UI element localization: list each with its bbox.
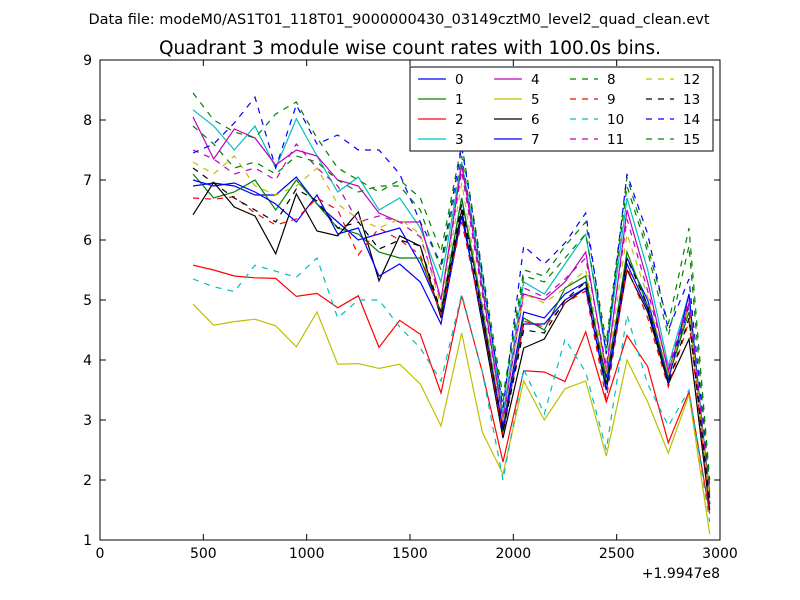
y-tick-label: 1 <box>83 533 92 549</box>
y-tick-label: 5 <box>83 293 92 309</box>
series-line-3 <box>192 109 711 499</box>
legend-label-13: 13 <box>683 92 700 108</box>
legend-label-8: 8 <box>607 72 616 88</box>
series-line-9 <box>192 196 711 508</box>
series-line-10 <box>192 256 711 523</box>
y-tick-label: 3 <box>83 413 92 429</box>
legend-label-2: 2 <box>455 112 464 128</box>
legend-label-9: 9 <box>607 92 616 108</box>
legend-label-1: 1 <box>455 92 464 108</box>
y-tick-label: 8 <box>83 113 92 129</box>
x-tick-label: 500 <box>190 546 217 562</box>
legend-label-11: 11 <box>607 132 624 148</box>
series-line-4 <box>192 116 711 499</box>
x-tick-label: 2500 <box>599 546 635 562</box>
series-line-14 <box>192 95 711 487</box>
x-tick-label: 2000 <box>496 546 532 562</box>
x-tick-label: 3000 <box>702 546 738 562</box>
x-tick-label: 1500 <box>392 546 428 562</box>
legend-label-15: 15 <box>683 132 700 148</box>
series-line-2 <box>192 264 711 514</box>
series-line-12 <box>192 155 711 502</box>
y-tick-label: 2 <box>83 473 92 489</box>
legend-label-10: 10 <box>607 112 624 128</box>
plot-frame <box>99 59 721 541</box>
chart-title: Quadrant 3 module wise count rates with … <box>159 38 661 59</box>
x-tick-label: 0 <box>96 546 105 562</box>
data-file-label: Data file: modeM0/AS1T01_118T01_90000004… <box>88 12 709 28</box>
series-line-15 <box>192 125 711 490</box>
y-tick-label: 4 <box>83 353 92 369</box>
legend-label-7: 7 <box>531 132 540 148</box>
y-tick-label: 7 <box>83 173 92 189</box>
legend-label-4: 4 <box>531 72 540 88</box>
series-line-8 <box>192 92 711 481</box>
legend-label-3: 3 <box>455 132 464 148</box>
legend-label-6: 6 <box>531 112 540 128</box>
y-tick-label: 9 <box>83 53 92 69</box>
series-line-11 <box>192 142 711 496</box>
legend-label-5: 5 <box>531 92 540 108</box>
x-tick-label: 1000 <box>289 546 325 562</box>
series-line-5 <box>192 303 711 535</box>
series-layer <box>192 92 711 535</box>
x-offset-label: +1.9947e8 <box>642 566 720 582</box>
legend-label-14: 14 <box>683 112 700 128</box>
legend-box <box>409 66 714 152</box>
y-tick-label: 6 <box>83 233 92 249</box>
legend-label-12: 12 <box>683 72 700 88</box>
series-line-6 <box>192 181 711 511</box>
legend-label-0: 0 <box>455 72 464 88</box>
